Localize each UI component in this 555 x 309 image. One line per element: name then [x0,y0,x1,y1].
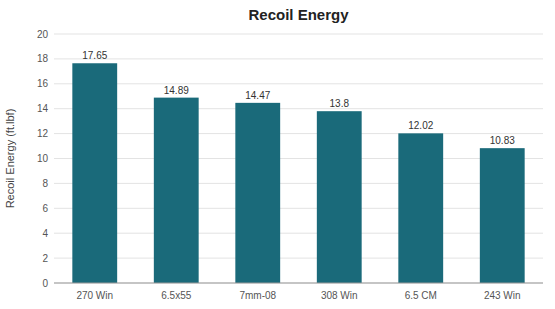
data-label: 14.47 [245,90,270,101]
data-label: 10.83 [490,135,515,146]
y-tick-label: 10 [37,153,49,164]
bar [480,148,525,283]
grid-line [54,133,543,134]
bar [154,98,199,283]
chart: Recoil Energy Recoil Energy (ft.lbf) 0 2 4 6 8… [0,0,555,309]
bar [72,63,117,283]
bars [72,63,524,283]
y-tick-label: 20 [37,29,49,40]
grid-line [54,158,543,159]
x-tick-label: 308 Win [321,290,358,301]
page: {"chart_data": {"type": "bar", "title": … [0,0,555,309]
y-tick-label: 12 [37,128,49,139]
x-ticks: 270 Win 6.5x55 7mm-08 308 Win 6.5 CM 243 Win [76,290,520,301]
grid-line [54,183,543,184]
bar [235,103,280,283]
x-tick-label: 7mm-08 [239,290,276,301]
title: Recoil Energy [248,6,349,23]
y-tick-label: 18 [37,53,49,64]
grid-line [54,108,543,109]
grid-line [54,58,543,59]
y-tick-label: 16 [37,78,49,89]
grid-line [54,83,543,84]
y-tick-label: 6 [42,203,48,214]
y-tick-label: 4 [42,228,48,239]
bar [317,111,362,283]
x-axis-line [54,283,543,284]
bar [398,133,443,283]
data-labels: 17.65 14.89 14.47 13.8 12.02 10.83 [82,50,515,146]
y-axis-label: Recoil Energy (ft.lbf) [4,109,16,209]
data-label: 14.89 [164,85,189,96]
x-tick-label: 270 Win [76,290,113,301]
y-tick-label: 0 [42,278,48,289]
x-tick-label: 6.5x55 [161,290,191,301]
grid-line [54,233,543,234]
y-ticks: 0 2 4 6 8 10 12 14 16 18 20 [37,29,49,289]
grid-line [54,208,543,209]
grid-line [54,283,543,284]
x-tick-label: 243 Win [484,290,521,301]
data-label: 12.02 [408,120,433,131]
grid-line [54,34,543,35]
grid [54,34,543,283]
x-tick-label: 6.5 CM [405,290,437,301]
y-tick-label: 8 [42,178,48,189]
y-tick-label: 14 [37,103,49,114]
grid-line [54,258,543,259]
data-label: 17.65 [82,50,107,61]
data-label: 13.8 [330,98,350,109]
y-tick-label: 2 [42,253,48,264]
